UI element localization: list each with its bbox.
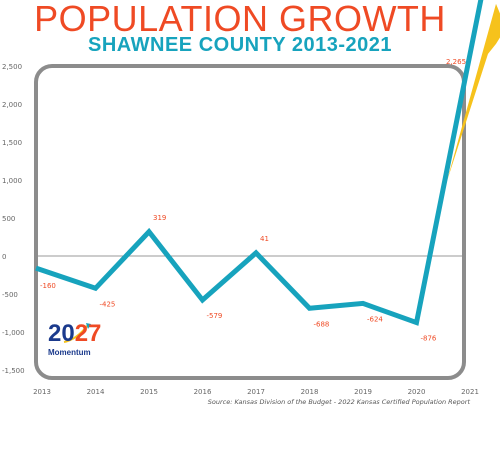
logo-number-part-b: 27 bbox=[74, 320, 102, 347]
x-tick-label: 2019 bbox=[354, 388, 372, 396]
logo-word: Momentum bbox=[48, 348, 91, 357]
x-tick-label: 2018 bbox=[301, 388, 319, 396]
chart-frame bbox=[34, 64, 466, 380]
y-tick-label: 2,500 bbox=[2, 63, 22, 71]
x-tick-label: 2016 bbox=[194, 388, 212, 396]
data-label: -579 bbox=[207, 312, 223, 320]
data-label: -876 bbox=[421, 335, 437, 343]
logo-number: 2027 bbox=[48, 322, 101, 346]
y-tick-label: -1,500 bbox=[2, 367, 25, 375]
x-tick-label: 2017 bbox=[247, 388, 265, 396]
growth-arrow bbox=[446, 3, 500, 183]
series-line bbox=[35, 0, 484, 326]
data-label: -688 bbox=[314, 320, 330, 328]
x-axis: 2013 2014 2015 2016 2017 2018 2019 2020 2021 bbox=[33, 388, 479, 396]
x-tick-label: 2013 bbox=[33, 388, 51, 396]
y-tick-label: -1,000 bbox=[2, 329, 25, 337]
arrow-accent-yellow bbox=[446, 3, 500, 183]
x-tick-label: 2015 bbox=[140, 388, 158, 396]
data-label: 319 bbox=[153, 214, 166, 222]
data-labels: -160 -425 319 -579 41 -688 -624 -876 2,265 bbox=[40, 58, 466, 343]
data-label: -624 bbox=[367, 315, 383, 323]
y-tick-label: 2,000 bbox=[2, 101, 22, 109]
y-tick-label: -500 bbox=[2, 291, 18, 299]
y-axis: 2,500 2,000 1,500 1,000 500 0 -500 -1,000 -1,500 bbox=[2, 63, 25, 375]
swoosh-icon bbox=[63, 323, 91, 343]
data-label: 2,265 bbox=[446, 58, 466, 66]
x-tick-label: 2021 bbox=[461, 388, 479, 396]
y-tick-label: 0 bbox=[2, 253, 6, 261]
x-tick-label: 2014 bbox=[87, 388, 105, 396]
data-label: -160 bbox=[40, 282, 56, 290]
chart-title: POPULATION GROWTH bbox=[34, 0, 446, 39]
chart-subtitle: SHAWNEE COUNTY 2013-2021 bbox=[88, 34, 392, 56]
x-tick-label: 2020 bbox=[408, 388, 426, 396]
logo-number-part-a: 20 bbox=[48, 320, 75, 347]
momentum-2027-logo: 2027 Momentum bbox=[48, 322, 108, 372]
data-label: -425 bbox=[100, 300, 116, 308]
y-tick-label: 500 bbox=[2, 215, 15, 223]
source-note: Source: Kansas Division of the Budget - … bbox=[207, 398, 470, 406]
y-tick-label: 1,500 bbox=[2, 139, 22, 147]
data-label: 41 bbox=[260, 235, 269, 243]
y-tick-label: 1,000 bbox=[2, 177, 22, 185]
